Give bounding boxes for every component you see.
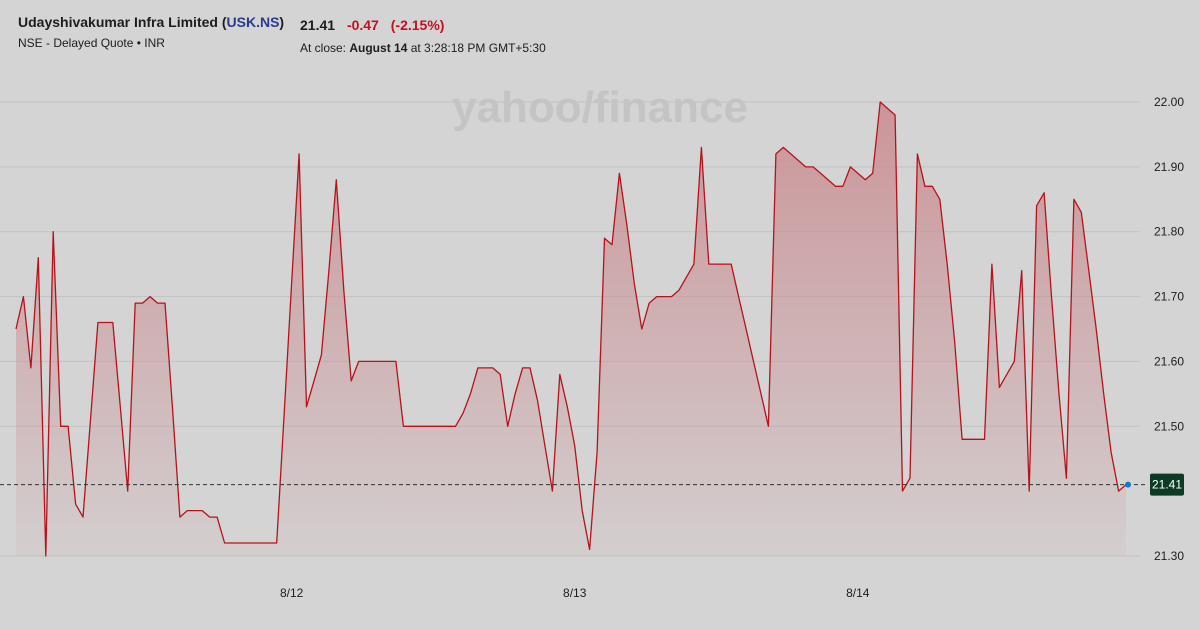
y-tick-label: 21.80 bbox=[1154, 225, 1184, 239]
y-tick-label: 21.60 bbox=[1154, 354, 1184, 368]
x-tick-label: 8/12 bbox=[280, 586, 304, 600]
company-name: Udayshivakumar Infra Limited bbox=[18, 14, 218, 30]
y-tick-label: 22.00 bbox=[1154, 95, 1184, 109]
last-price-badge: 21.41 bbox=[1125, 473, 1184, 496]
ticker-symbol[interactable]: USK.NS bbox=[226, 14, 280, 30]
close-time: At close: August 14 at 3:28:18 PM GMT+5:… bbox=[300, 41, 546, 55]
price-badge-label: 21.41 bbox=[1152, 478, 1182, 492]
x-axis: 8/12 8/13 8/14 bbox=[280, 586, 870, 600]
last-point-dot bbox=[1125, 481, 1131, 488]
price-change: -0.47 bbox=[346, 17, 379, 33]
company-title: Udayshivakumar Infra Limited (USK.NS) bbox=[18, 14, 285, 30]
price-area bbox=[16, 102, 1126, 556]
y-tick-label: 21.50 bbox=[1154, 419, 1184, 433]
quote-header: Udayshivakumar Infra Limited (USK.NS) NS… bbox=[18, 14, 284, 50]
close-prefix: At close: bbox=[300, 41, 350, 55]
exchange-info: NSE - Delayed Quote • INR bbox=[18, 36, 165, 50]
price-change-percent: (-2.15%) bbox=[390, 17, 445, 33]
last-price: 21.41 bbox=[300, 17, 336, 33]
y-tick-label: 21.30 bbox=[1154, 549, 1184, 563]
y-tick-label: 21.70 bbox=[1154, 290, 1184, 304]
watermark-logo: yahoo/finance bbox=[452, 83, 748, 132]
price-line bbox=[15, 101, 1127, 557]
close-date: August 14 bbox=[349, 41, 408, 55]
x-tick-label: 8/14 bbox=[846, 586, 870, 600]
price-badge-bg bbox=[1150, 473, 1184, 496]
y-tick-label: 21.90 bbox=[1154, 160, 1184, 174]
price-block: 21.41 -0.47 (-2.15%) At close: August 14… bbox=[300, 17, 546, 55]
x-tick-label: 8/13 bbox=[563, 586, 587, 600]
close-suffix: at 3:28:18 PM GMT+5:30 bbox=[407, 41, 546, 55]
y-axis: 22.00 21.90 21.80 21.70 21.60 21.50 21.30 bbox=[1154, 95, 1184, 563]
